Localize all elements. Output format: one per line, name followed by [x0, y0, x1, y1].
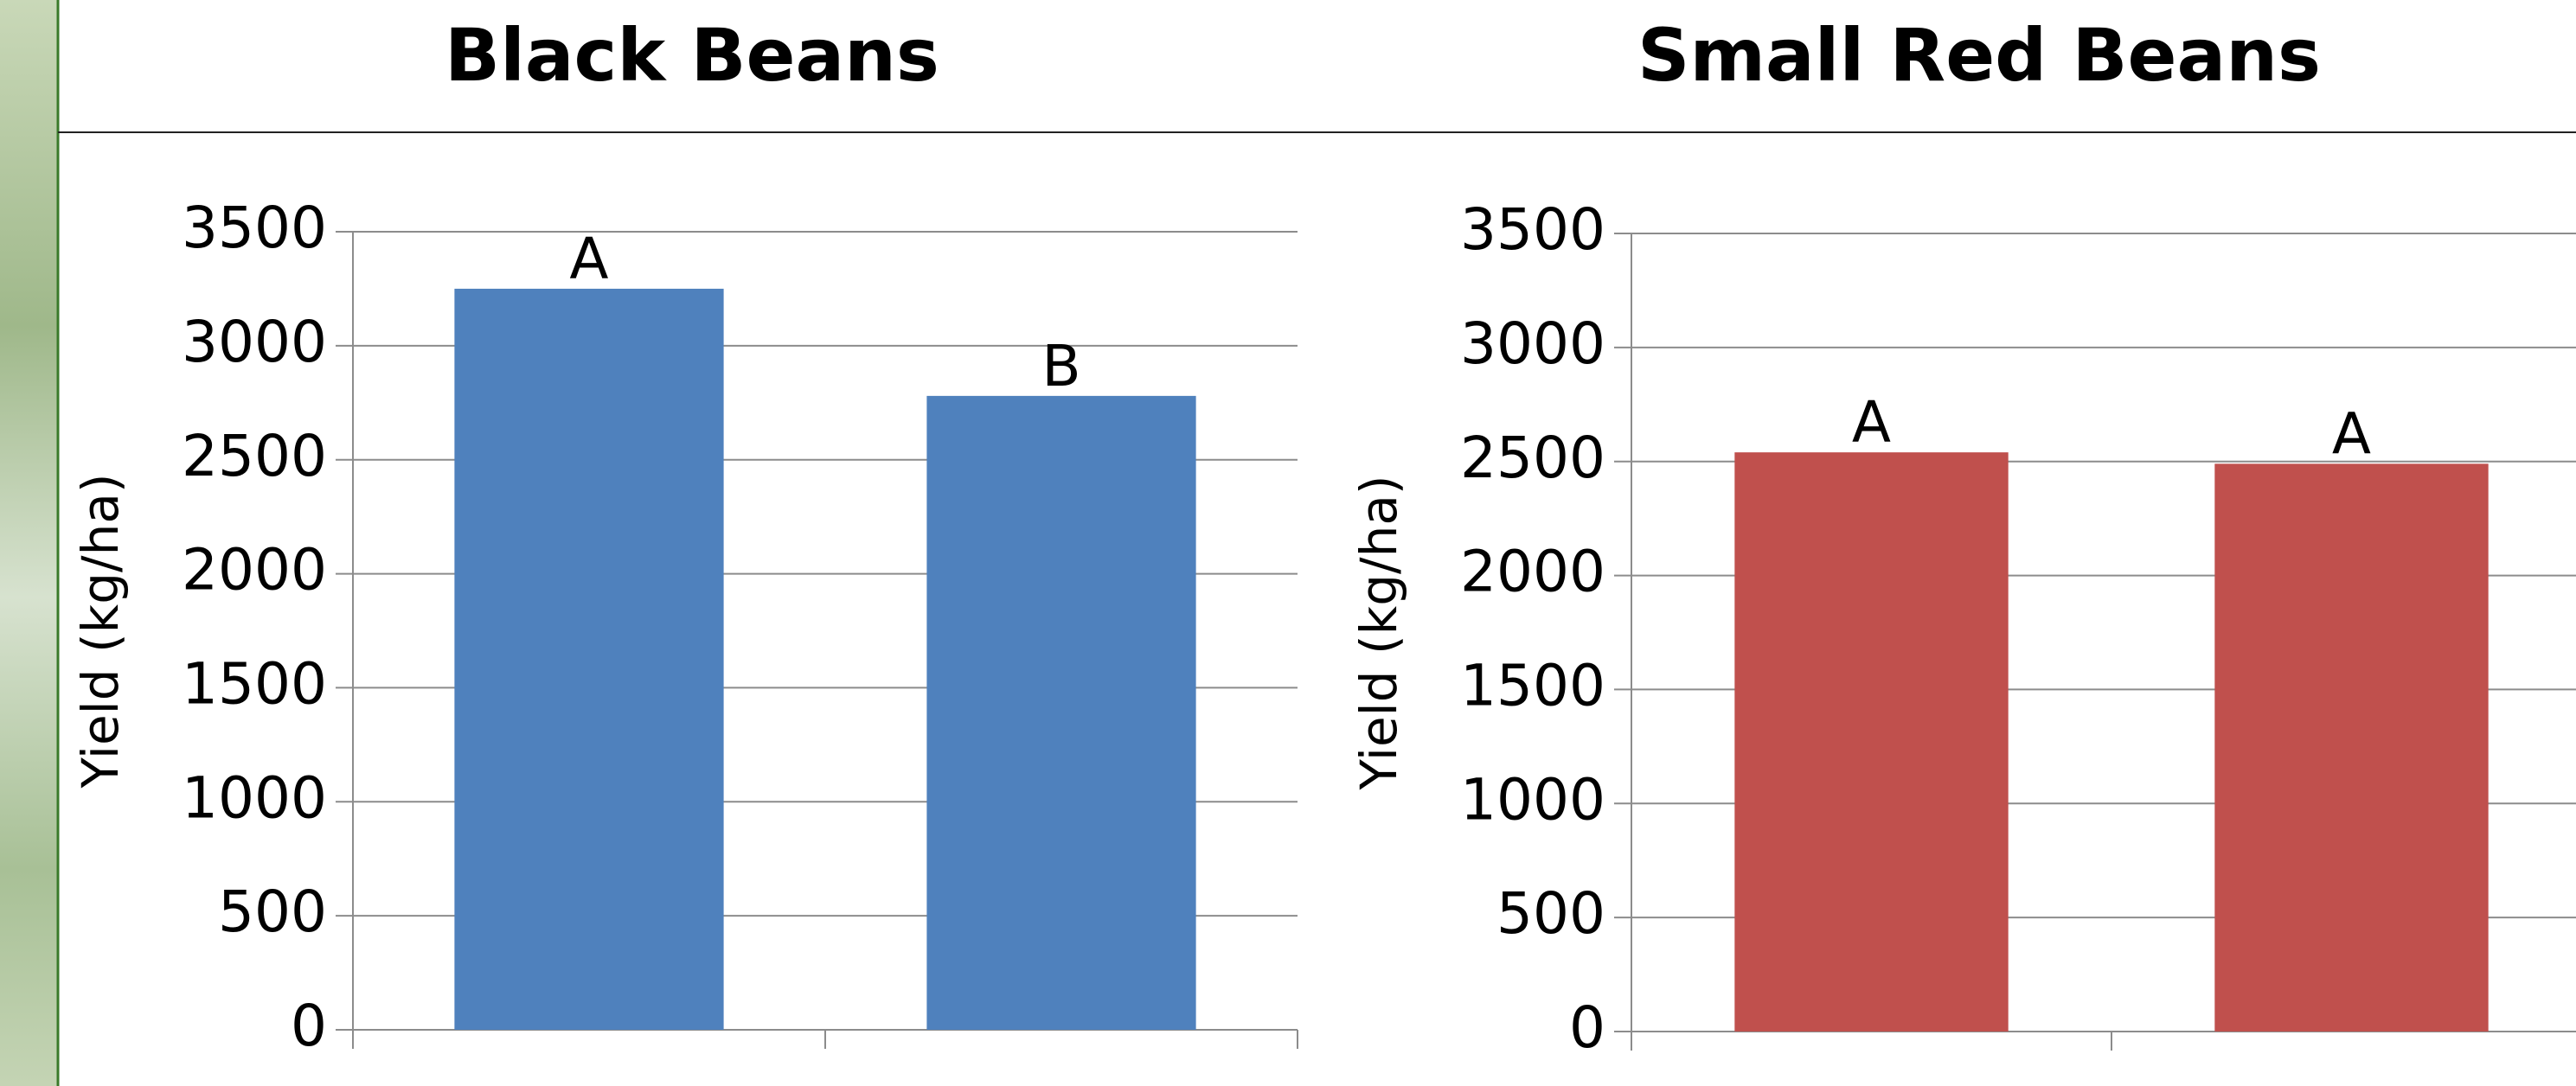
y-tick-label: 500	[218, 878, 327, 945]
y-tick-label: 1500	[182, 650, 327, 717]
significance-letter: A	[2332, 400, 2371, 467]
y-tick-label: 1500	[1460, 652, 1605, 719]
bar	[454, 288, 724, 1030]
significance-letter: B	[1041, 333, 1080, 399]
y-tick-label: 2000	[1460, 539, 1605, 605]
y-tick-label: 3000	[1460, 310, 1605, 377]
y-tick-label: 3500	[182, 195, 327, 261]
y-tick-label: 0	[291, 993, 327, 1059]
y-tick-label: 2500	[1460, 425, 1605, 491]
bar	[2214, 463, 2489, 1032]
y-tick-label: 3000	[182, 309, 327, 375]
y-tick-label: 2000	[182, 537, 327, 604]
y-tick-label: 1000	[1460, 766, 1605, 833]
significance-letter: A	[569, 226, 608, 292]
y-axis-label: Yield (kg/ha)	[1349, 475, 1408, 790]
y-tick-label: 1000	[182, 764, 327, 831]
bar	[926, 395, 1196, 1031]
background-strip	[0, 0, 57, 1086]
chart-title: Small Red Beans	[1637, 13, 2321, 98]
y-axis-label: Yield (kg/ha)	[71, 473, 130, 789]
chart-title: Black Beans	[445, 13, 939, 98]
y-tick-label: 0	[1569, 994, 1605, 1061]
significance-letter: A	[1852, 389, 1891, 456]
y-tick-label: 500	[1496, 880, 1605, 947]
y-tick-label: 2500	[182, 423, 327, 489]
y-tick-label: 3500	[1460, 196, 1605, 263]
bar	[1734, 452, 2009, 1032]
